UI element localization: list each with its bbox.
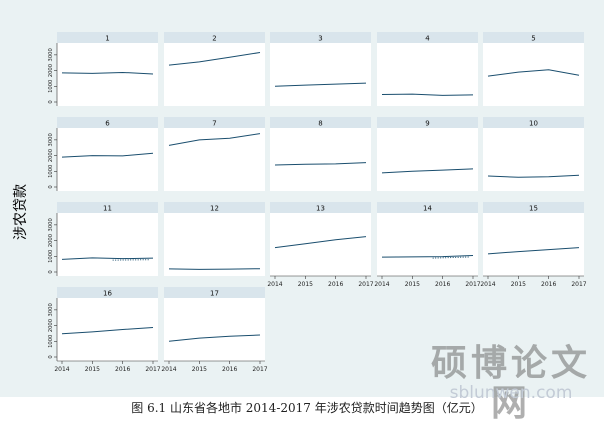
plot-area bbox=[377, 43, 478, 106]
x-tick-label: 2016 bbox=[435, 281, 450, 288]
x-tick-label: 2015 bbox=[405, 281, 420, 288]
x-tick-label: 2017 bbox=[571, 281, 586, 288]
panel-title: 12 bbox=[210, 205, 219, 213]
panel-12: 12 bbox=[164, 202, 265, 276]
series-line bbox=[169, 269, 260, 270]
x-tick-label: 2017 bbox=[358, 281, 373, 288]
panel-4: 4 bbox=[377, 32, 478, 106]
x-tick-label: 2014 bbox=[267, 281, 282, 288]
y-tick-label: 0 bbox=[48, 270, 54, 273]
x-tick-label: 2016 bbox=[328, 281, 343, 288]
panel-title: 7 bbox=[212, 120, 216, 128]
panel-title: 2 bbox=[212, 35, 216, 43]
y-tick-label: 1000 bbox=[48, 80, 54, 93]
y-tick-label: 0 bbox=[48, 100, 54, 103]
x-tick-label: 2016 bbox=[541, 281, 556, 288]
y-tick-label: 1000 bbox=[48, 165, 54, 178]
plot-area bbox=[483, 213, 584, 276]
panel-title: 10 bbox=[529, 120, 538, 128]
panel-title: 11 bbox=[103, 205, 112, 213]
panel-2: 2 bbox=[164, 32, 265, 106]
x-tick-label: 2015 bbox=[85, 366, 100, 373]
y-tick-label: 3000 bbox=[48, 218, 54, 231]
panel-title: 4 bbox=[425, 35, 430, 43]
plot-area bbox=[164, 43, 265, 106]
panel-15: 15 2014 2015 2016 2017 bbox=[480, 202, 586, 288]
panel-title: 17 bbox=[210, 290, 219, 298]
panel-17: 17 2014 2015 2016 2017 bbox=[161, 287, 267, 373]
y-tick-label: 0 bbox=[48, 355, 54, 358]
panel-title: 9 bbox=[425, 120, 429, 128]
y-axis-label: 涉农贷款 bbox=[13, 184, 29, 240]
plot-area bbox=[377, 213, 478, 276]
x-tick-label: 2016 bbox=[115, 366, 130, 373]
panel-title: 8 bbox=[318, 120, 322, 128]
panel-title: 5 bbox=[531, 35, 535, 43]
panel-3: 3 bbox=[270, 32, 371, 106]
figure-caption: 图 6.1 山东省各地市 2014-2017 年涉农贷款时间趋势图（亿元） bbox=[0, 400, 614, 416]
y-tick-label: 3000 bbox=[48, 48, 54, 61]
plot-area bbox=[57, 213, 158, 276]
panel-13: 13 2014 2015 2016 2017 bbox=[267, 202, 373, 288]
y-tick-label: 1000 bbox=[48, 335, 54, 348]
panel-6: 6 0 1000 2000 3000 bbox=[48, 117, 158, 191]
panel-5: 5 bbox=[483, 32, 584, 106]
x-tick-label: 2014 bbox=[480, 281, 495, 288]
panel-11: 11 0 1000 2000 3000 bbox=[48, 202, 158, 276]
x-tick-label: 2017 bbox=[465, 281, 480, 288]
panel-7: 7 bbox=[164, 117, 265, 191]
x-tick-label: 2015 bbox=[298, 281, 313, 288]
panel-title: 6 bbox=[105, 120, 110, 128]
x-tick-label: 2017 bbox=[145, 366, 160, 373]
plot-area bbox=[483, 128, 584, 191]
panel-8: 8 bbox=[270, 117, 371, 191]
y-tick-label: 2000 bbox=[48, 234, 54, 247]
plot-area bbox=[164, 213, 265, 276]
x-tick-label: 2014 bbox=[161, 366, 176, 373]
plot-area bbox=[270, 43, 371, 106]
plot-area bbox=[57, 43, 158, 106]
x-tick-label: 2014 bbox=[374, 281, 389, 288]
plot-area bbox=[57, 128, 158, 191]
y-tick-label: 2000 bbox=[48, 64, 54, 77]
plot-area bbox=[270, 128, 371, 191]
panel-10: 10 bbox=[483, 117, 584, 191]
panel-title: 15 bbox=[529, 205, 538, 213]
panel-title: 3 bbox=[318, 35, 322, 43]
plot-area bbox=[270, 213, 371, 276]
x-tick-label: 2014 bbox=[54, 366, 69, 373]
plot-area bbox=[57, 298, 158, 361]
plot-area bbox=[377, 128, 478, 191]
x-tick-label: 2017 bbox=[252, 366, 267, 373]
panel-14: 14 2014 2015 2016 2017 bbox=[374, 202, 480, 288]
x-tick-label: 2016 bbox=[222, 366, 237, 373]
panel-title: 16 bbox=[103, 290, 112, 298]
y-tick-label: 2000 bbox=[48, 149, 54, 162]
x-tick-label: 2015 bbox=[192, 366, 207, 373]
plot-area bbox=[164, 128, 265, 191]
y-tick-label: 3000 bbox=[48, 133, 54, 146]
panel-16: 16 0 1000 2000 3000 2014 2015 2016 2017 bbox=[48, 287, 161, 373]
panel-title: 1 bbox=[105, 35, 109, 43]
y-tick-label: 3000 bbox=[48, 303, 54, 316]
panel-title: 13 bbox=[316, 205, 325, 213]
panel-1: 1 0 1000 2000 3000 bbox=[48, 32, 158, 106]
y-tick-label: 2000 bbox=[48, 319, 54, 332]
x-tick-label: 2015 bbox=[511, 281, 526, 288]
panel-9: 9 bbox=[377, 117, 478, 191]
y-tick-label: 0 bbox=[48, 185, 54, 188]
y-tick-label: 1000 bbox=[48, 250, 54, 263]
plot-area bbox=[164, 298, 265, 361]
panel-title: 14 bbox=[423, 205, 432, 213]
